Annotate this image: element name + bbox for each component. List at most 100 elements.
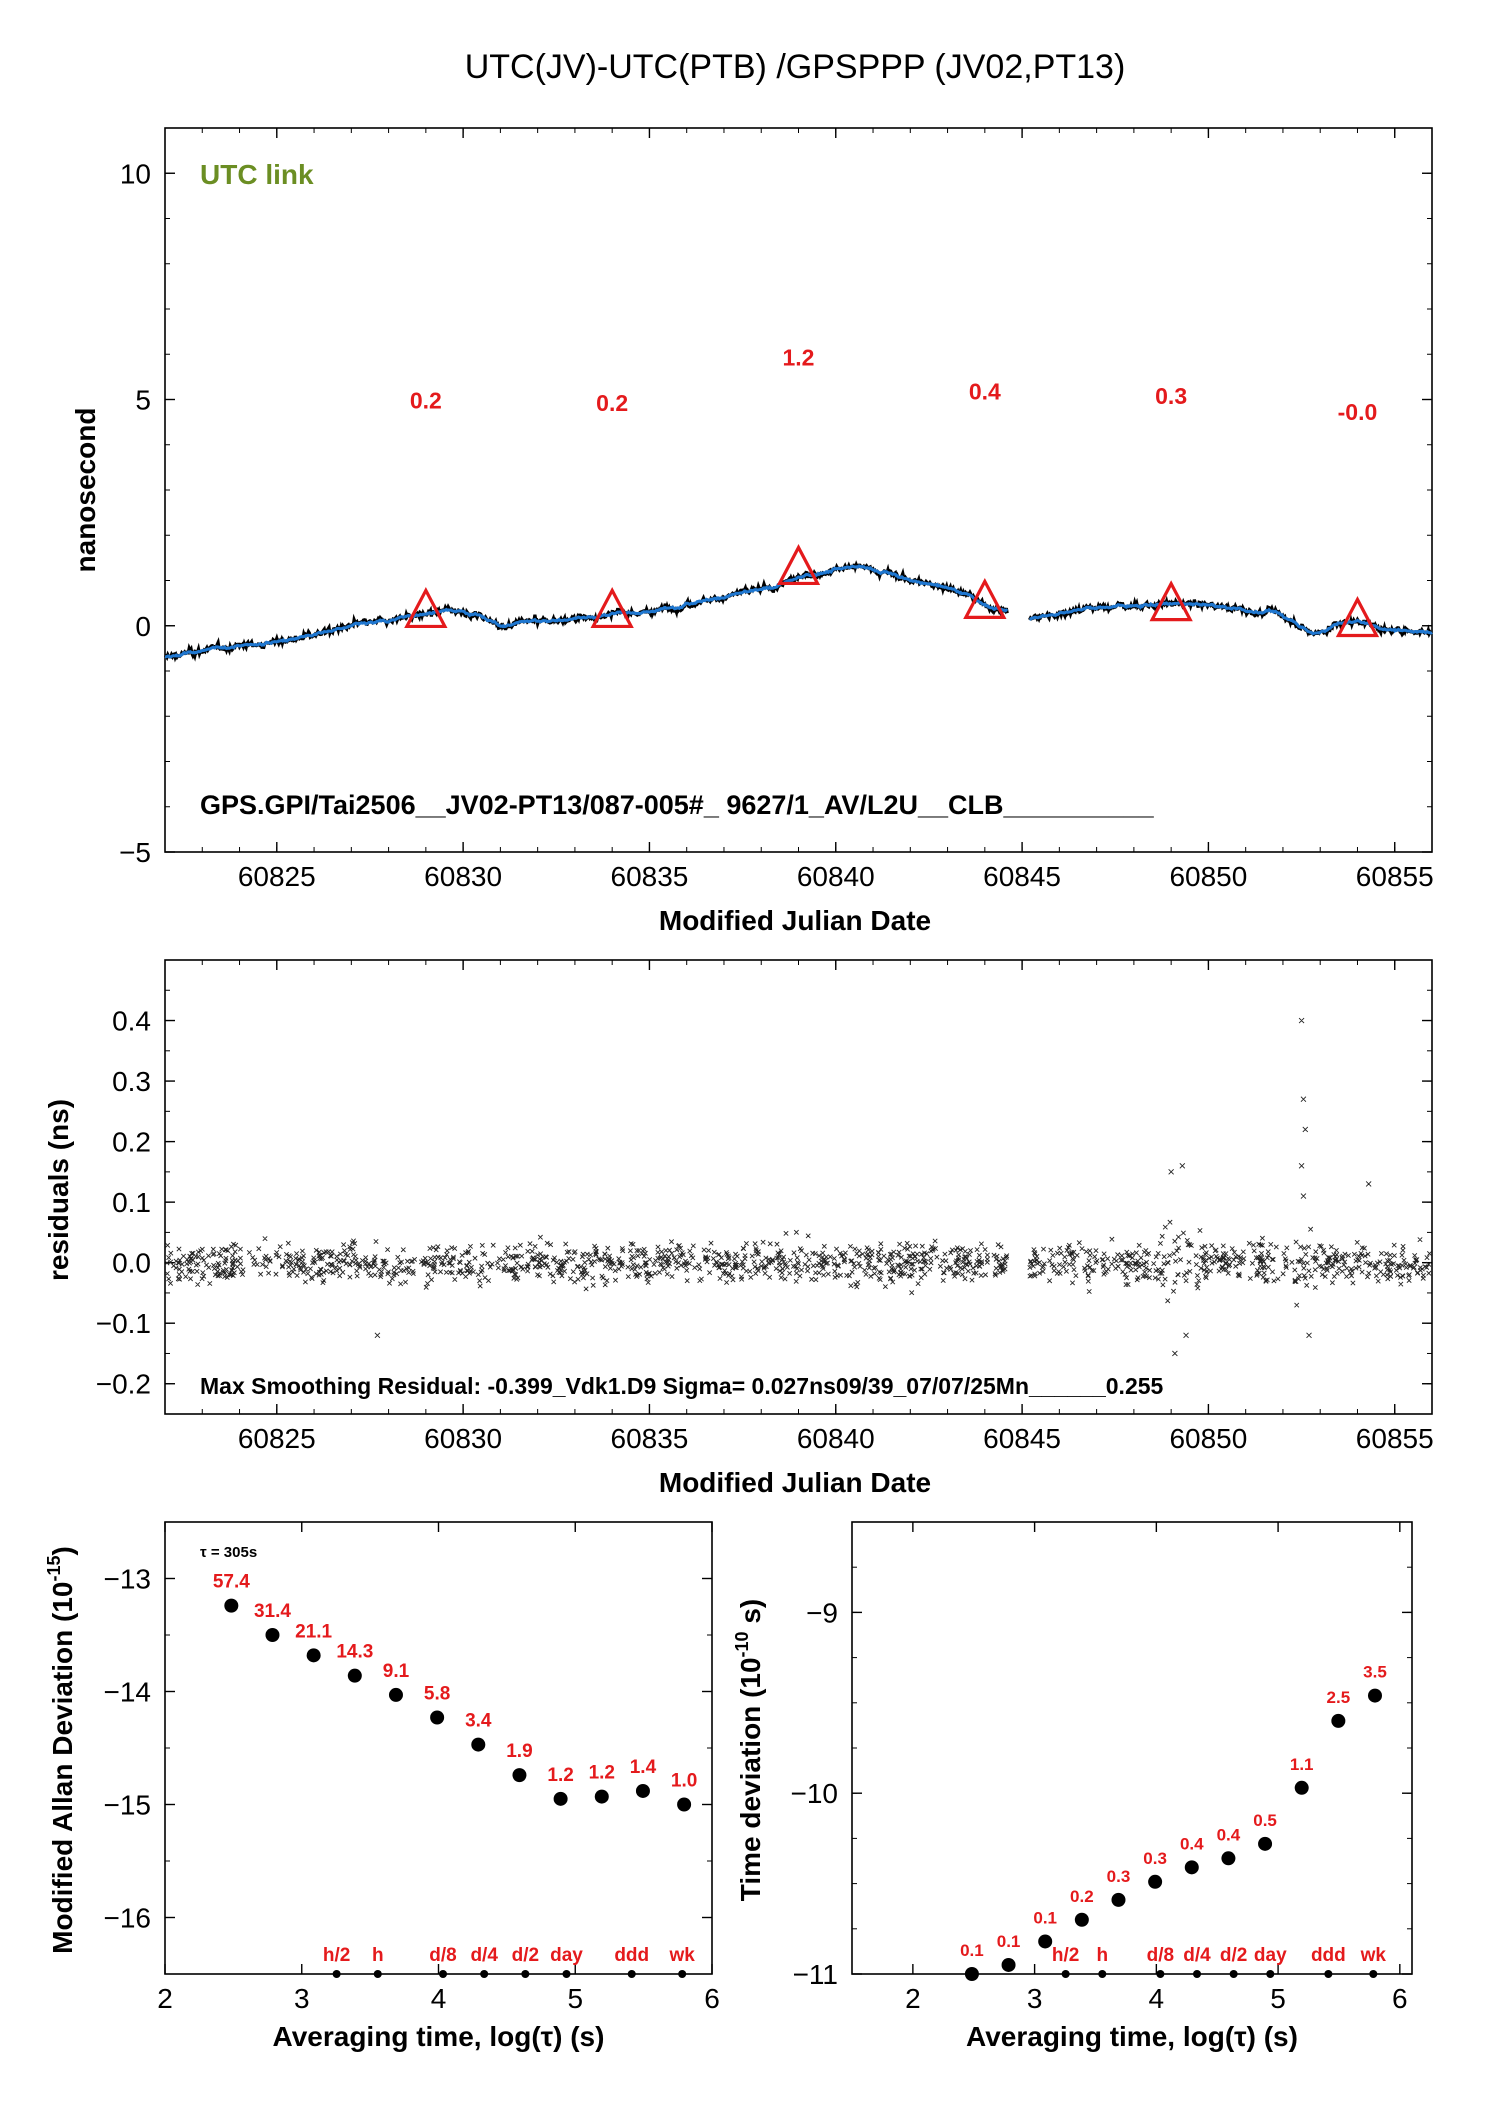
interval-marker-label: d/8 <box>429 1945 456 1966</box>
calibration-value: -0.0 <box>1338 399 1378 425</box>
interval-marker-label: d/8 <box>1147 1945 1174 1966</box>
y-axis-label-main: Modified Allan Deviation (10 <box>47 1582 78 1954</box>
deviation-point <box>1221 1851 1236 1866</box>
x-tick-label: 60840 <box>797 1423 875 1454</box>
interval-marker <box>1324 1970 1333 1978</box>
residuals-panel: 60825 60830 60835 60840 60845 60850 60855 −0.2 −… <box>43 959 1434 1498</box>
residual-points <box>164 1017 1433 1357</box>
interval-marker <box>480 1970 489 1978</box>
y-axis-label: residuals (ns) <box>43 1099 74 1281</box>
interval-marker-label: h <box>372 1945 384 1966</box>
y-axis-label-tail: s) <box>735 1599 766 1632</box>
link-panel: 60825 60830 60835 60840 60845 60850 60855 −5 0 5 1… <box>70 127 1434 936</box>
deviation-value-label: 31.4 <box>254 1601 291 1622</box>
calibration-value: 0.4 <box>969 378 1001 404</box>
deviation-value-label: 5.8 <box>424 1683 450 1704</box>
x-tick-label: 3 <box>294 1983 310 2014</box>
interval-marker-label: h/2 <box>323 1945 350 1966</box>
calibration-value: 0.3 <box>1155 383 1187 409</box>
y-tick-label: −15 <box>104 1790 152 1821</box>
calibration-triangle <box>404 587 448 629</box>
deviation-point <box>964 1967 979 1981</box>
y-axis-label-exp: -15 <box>44 1555 64 1581</box>
link-raw-series <box>164 560 1009 663</box>
y-tick-label: 5 <box>135 385 151 416</box>
y-tick-label: 0.0 <box>112 1248 151 1279</box>
deviation-value-label: 0.4 <box>1217 1825 1241 1844</box>
x-tick-label: 2 <box>905 1983 921 2014</box>
x-tick-label: 5 <box>1270 1983 1286 2014</box>
interval-marker <box>521 1970 530 1978</box>
x-tick-label: 60830 <box>424 861 502 892</box>
interval-marker <box>678 1970 687 1978</box>
x-tick-label: 60850 <box>1169 861 1247 892</box>
deviation-value-label: 0.1 <box>960 1941 984 1960</box>
deviation-value-label: 0.4 <box>1180 1834 1204 1853</box>
residual-footer: Max Smoothing Residual: -0.399_Vdk1.D9 S… <box>200 1373 1164 1399</box>
deviation-point <box>1184 1860 1199 1875</box>
y-tick-label: 0.2 <box>112 1127 151 1158</box>
deviation-point <box>1331 1713 1346 1728</box>
deviation-point <box>553 1791 568 1806</box>
calibration-triangle <box>590 587 634 629</box>
interval-marker <box>1369 1970 1378 1978</box>
deviation-point <box>471 1737 486 1752</box>
x-tick-label: 60825 <box>238 861 316 892</box>
x-axis-label: Modified Julian Date <box>659 1467 931 1498</box>
deviation-point <box>1258 1836 1273 1851</box>
interval-marker-label: ddd <box>614 1945 649 1966</box>
x-tick-label: 3 <box>1027 1983 1043 2014</box>
deviation-value-label: 3.4 <box>465 1711 492 1732</box>
mdev-panel: 2 3 4 5 6 −13 −14 −15 −16 Averaging time, log(τ) … <box>44 1521 720 2052</box>
x-axis-label: Modified Julian Date <box>659 905 931 936</box>
deviation-point <box>306 1648 321 1663</box>
calibration-triangle <box>776 544 821 586</box>
interval-marker-label: d/2 <box>512 1945 539 1966</box>
y-tick-label: −13 <box>104 1564 152 1595</box>
plot-frame <box>164 959 1433 1415</box>
interval-marker-label: day <box>550 1945 583 1966</box>
deviation-point <box>512 1768 527 1783</box>
interval-marker-label: ddd <box>1311 1945 1346 1966</box>
interval-marker <box>1229 1970 1238 1978</box>
deviation-value-label: 0.3 <box>1107 1867 1131 1886</box>
y-tick-label: −9 <box>806 1597 838 1628</box>
plot-frame <box>164 127 1433 853</box>
x-tick-label: 60840 <box>797 861 875 892</box>
deviation-point <box>1294 1780 1309 1795</box>
utc-link-tag: UTC link <box>200 159 314 190</box>
y-axis-label: nanosecond <box>70 408 101 573</box>
deviation-value-label: 3.5 <box>1363 1663 1387 1682</box>
y-tick-label: −10 <box>791 1778 839 1809</box>
x-tick-label: 60855 <box>1356 861 1434 892</box>
calibration-value: 0.2 <box>410 388 442 414</box>
deviation-value-label: 0.2 <box>1070 1887 1094 1906</box>
tau-note: τ = 305s <box>200 1544 257 1561</box>
link-smoothed-series <box>1029 600 1433 636</box>
y-tick-label: −16 <box>104 1903 152 1934</box>
y-tick-label: 0.3 <box>112 1066 151 1097</box>
y-tick-label: 0 <box>135 611 151 642</box>
x-tick-label: 4 <box>431 1983 447 2014</box>
deviation-point <box>1038 1934 1053 1949</box>
deviation-value-label: 1.2 <box>589 1763 615 1784</box>
interval-marker-label: d/4 <box>1183 1945 1211 1966</box>
interval-marker <box>1156 1970 1165 1978</box>
y-tick-label: −0.2 <box>96 1369 151 1400</box>
interval-marker <box>1061 1970 1070 1978</box>
y-tick-label: −5 <box>119 837 151 868</box>
calibration-value: 1.2 <box>783 345 815 371</box>
x-axis-label: Averaging time, log(τ) (s) <box>273 2021 605 2052</box>
deviation-value-label: 0.5 <box>1253 1811 1277 1830</box>
x-tick-label: 6 <box>704 1983 720 2014</box>
figure-title: UTC(JV)-UTC(PTB) /GPSPPP (JV02,PT13) <box>465 48 1126 86</box>
plot-frame <box>851 1521 1413 1975</box>
deviation-point <box>677 1797 692 1812</box>
deviation-point <box>430 1710 445 1725</box>
deviation-value-label: 21.1 <box>295 1621 332 1642</box>
y-axis-label: Time deviation (10-10 s) <box>732 1599 766 1902</box>
y-tick-label: −11 <box>793 1959 838 1990</box>
interval-marker-label: h <box>1096 1945 1108 1966</box>
interval-marker <box>562 1970 571 1978</box>
interval-marker <box>373 1970 382 1978</box>
